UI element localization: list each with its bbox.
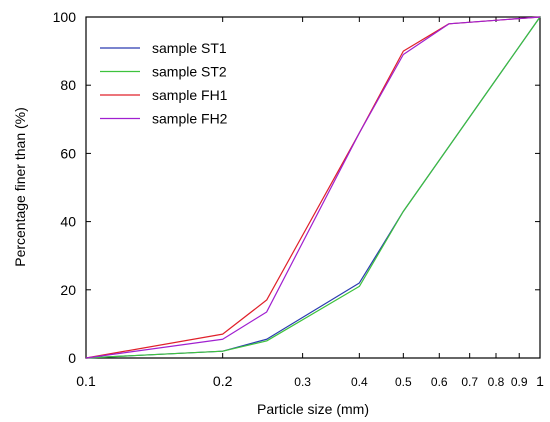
y-tick-label: 0 <box>68 350 76 366</box>
x-tick-label: 0.3 <box>294 375 311 389</box>
x-tick-label: 0.2 <box>213 373 233 389</box>
legend-label-sample-st1: sample ST1 <box>152 40 227 56</box>
x-tick-label: 1 <box>536 373 544 389</box>
x-tick-label: 0.1 <box>76 373 96 389</box>
series-line-sample-st2 <box>85 16 541 359</box>
y-tick-label: 100 <box>53 9 77 25</box>
series-lines <box>85 16 541 359</box>
y-tick-label: 60 <box>60 145 76 161</box>
legend-label-sample-fh1: sample FH1 <box>152 87 228 103</box>
x-axis-title: Particle size (mm) <box>257 401 369 417</box>
x-tick-label: 0.8 <box>488 375 505 389</box>
series-line-sample-fh2 <box>85 16 541 359</box>
x-tick-label: 0.4 <box>351 375 368 389</box>
y-tick-label: 80 <box>60 77 76 93</box>
y-axis: 0 20 40 60 80 100 <box>53 9 540 366</box>
x-tick-label: 0.9 <box>511 375 528 389</box>
x-tick-label: 0.7 <box>461 375 478 389</box>
y-tick-label: 20 <box>60 282 76 298</box>
x-tick-label: 0.5 <box>395 375 412 389</box>
y-tick-label: 40 <box>60 214 76 230</box>
legend-label-sample-fh2: sample FH2 <box>152 111 228 127</box>
x-axis: 0.1 0.2 0.3 0.4 0.5 0.6 0.7 0.8 0.9 1 <box>76 17 544 389</box>
legend-label-sample-st2: sample ST2 <box>152 64 227 80</box>
y-axis-title: Percentage finer than (%) <box>12 107 28 267</box>
legend: sample ST1 sample ST2 sample FH1 sample FH2 <box>100 40 228 127</box>
plot-border <box>85 16 541 359</box>
plot-frame <box>85 16 541 359</box>
x-tick-label: 0.6 <box>431 375 448 389</box>
